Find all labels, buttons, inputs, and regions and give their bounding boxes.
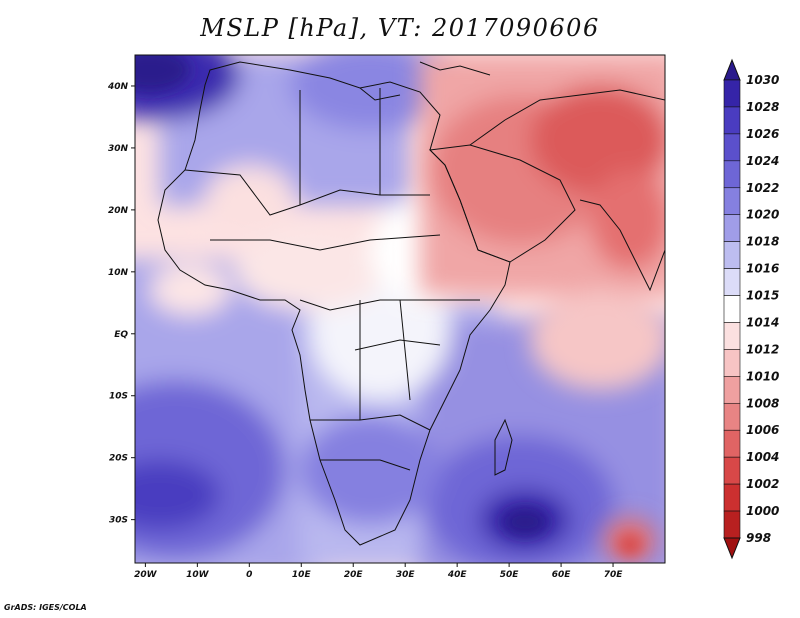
x-tick-label: 50E <box>500 570 520 580</box>
y-tick-label: 20N <box>108 206 129 216</box>
x-tick-label: 10E <box>292 570 312 580</box>
colorbar-label: 1030 <box>746 73 779 87</box>
colorbar-swatch <box>723 268 741 296</box>
colorbar-swatch <box>723 295 741 323</box>
colorbar-swatch <box>723 349 741 377</box>
colorbar-max-arrow <box>723 58 741 81</box>
x-tick-label: 40E <box>447 570 468 580</box>
colorbar: 1030 1028 1026 1024 1022 1020 1018 1016 1015 1014… <box>723 58 779 560</box>
x-tick-label: 60E <box>552 570 572 580</box>
colorbar-swatch <box>723 510 741 539</box>
colorbar-label: 1015 <box>746 289 779 303</box>
y-tick-label: 30S <box>109 516 128 526</box>
colorbar-swatch <box>723 456 741 485</box>
colorbar-swatch <box>723 187 741 216</box>
colorbar-swatch <box>723 133 741 162</box>
y-tick-label: EQ <box>114 330 128 340</box>
colorbar-swatch <box>723 376 741 404</box>
colorbar-swatch <box>723 79 741 108</box>
colorbar-label: 1016 <box>746 262 779 276</box>
y-tick-label: 10N <box>108 268 129 278</box>
y-tick-label: 40N <box>107 82 129 92</box>
colorbar-label: 1008 <box>746 396 779 410</box>
colorbar-swatch <box>723 429 741 458</box>
colorbar-min-arrow <box>723 537 741 560</box>
colorbar-swatch <box>723 483 741 512</box>
x-tick-label: 30E <box>396 570 416 580</box>
y-tick-label: 10S <box>109 392 128 402</box>
x-tick-label: 20E <box>344 570 364 580</box>
pressure-field <box>135 55 665 563</box>
x-tick-label: 20W <box>134 570 158 580</box>
y-tick-label: 20S <box>109 454 128 464</box>
colorbar-label: 1002 <box>746 477 779 491</box>
colorbar-label: 1018 <box>746 235 779 249</box>
colorbar-label: 1020 <box>746 208 779 222</box>
x-tick-label: 0 <box>246 570 252 580</box>
x-tick-label: 70E <box>604 570 624 580</box>
plot-frame <box>134 54 666 564</box>
colorbar-label: 1000 <box>746 504 779 518</box>
colorbar-swatch <box>723 160 741 189</box>
colorbar-label: 1010 <box>746 369 779 383</box>
colorbar-label: 998 <box>746 531 771 545</box>
colorbar-label: 1024 <box>746 154 779 168</box>
colorbar-swatch <box>723 214 741 242</box>
x-axis: 20W 10W 0 10E 20E 30E 40E 50E 60E 70E <box>134 563 623 580</box>
y-axis: 40N 30N 20N 10N EQ 10S 20S 30S <box>107 82 135 526</box>
colorbar-label: 1014 <box>746 315 779 329</box>
y-tick-label: 30N <box>108 144 129 154</box>
x-tick-label: 10W <box>186 570 210 580</box>
colorbar-swatch <box>723 322 741 350</box>
colorbar-swatch <box>723 402 741 431</box>
colorbar-label: 1012 <box>746 342 779 356</box>
colorbar-label: 1026 <box>746 127 779 141</box>
map-title: MSLP [hPa], VT: 2017090606 <box>200 14 600 42</box>
colorbar-swatch <box>723 241 741 269</box>
colorbar-label: 1006 <box>746 423 779 437</box>
colorbar-swatch <box>723 106 741 135</box>
coastlines <box>157 61 665 546</box>
colorbar-label: 1004 <box>746 450 779 464</box>
colorbar-label: 1022 <box>746 181 779 195</box>
colorbar-label: 1028 <box>746 100 779 114</box>
grads-credit: GrADS: IGES/COLA <box>4 603 87 612</box>
